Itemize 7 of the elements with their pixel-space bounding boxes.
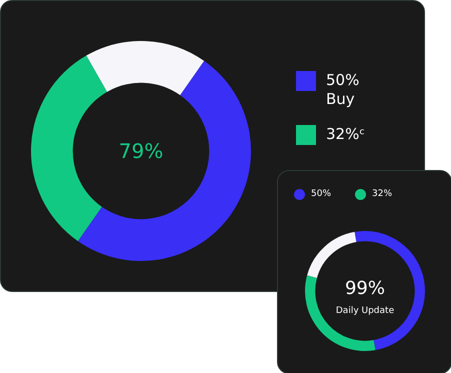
legend-label: 32% (372, 189, 392, 200)
text: 79% (118, 139, 164, 163)
legend-label: 50% (311, 189, 332, 200)
legend-label: 50% Buy (326, 71, 360, 109)
text: Daily Update (334, 306, 396, 316)
legend-label: 32%ᶜ (326, 125, 366, 144)
text: 99% (344, 278, 386, 300)
